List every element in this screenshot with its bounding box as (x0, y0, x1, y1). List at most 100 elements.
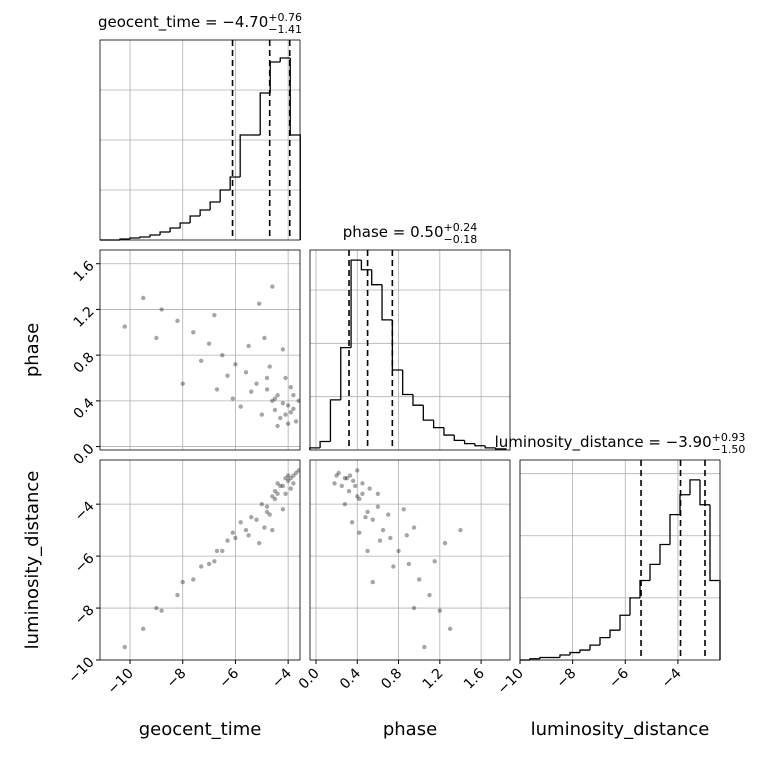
sample-point (291, 473, 296, 478)
x-tick-label: 0.4 (337, 665, 364, 692)
histogram-bin (189, 215, 201, 223)
histogram-bin (453, 435, 465, 442)
panel-title: luminosity_distance = −3.90+0.93 −1.50 (495, 431, 746, 456)
histogram-bin (659, 543, 670, 565)
sample-point (259, 501, 264, 507)
panel (96, 249, 301, 451)
sample-point (122, 324, 127, 329)
histogram-bin (269, 61, 281, 93)
sample-point (264, 375, 270, 381)
sample-point (391, 564, 396, 569)
sample-point (283, 475, 288, 481)
sample-point (380, 527, 386, 533)
sample-point (225, 373, 230, 378)
histogram-bin (474, 443, 486, 447)
x-tick-label: −8 (554, 666, 580, 692)
sample-point (349, 520, 355, 525)
histogram-bin (179, 222, 191, 228)
scatter (122, 284, 300, 429)
sample-point (191, 577, 196, 582)
histogram-bin (391, 319, 403, 371)
sample-point (249, 514, 254, 520)
histogram-bin (329, 399, 341, 442)
sample-point (175, 592, 180, 598)
panel (99, 39, 301, 241)
histogram-bin (159, 231, 171, 235)
histogram-bin (219, 189, 231, 202)
title-main: geocent_time = −4.70 (98, 13, 268, 32)
x-tick-label: −10 (105, 666, 137, 698)
sample-point (404, 533, 410, 538)
sample-point (272, 496, 278, 502)
histogram-bin (239, 134, 251, 177)
title-main: luminosity_distance = −3.90 (495, 433, 712, 452)
sample-point (180, 381, 185, 386)
histogram-bin (319, 440, 331, 448)
sample-point (427, 592, 432, 598)
panel-frame (99, 249, 301, 451)
histogram-bin (629, 597, 640, 616)
sample-point (339, 483, 344, 489)
sample-point (256, 301, 262, 306)
sample-point (254, 381, 259, 386)
sample-point (411, 605, 417, 611)
sample-point (293, 419, 299, 424)
x-tick-label: −4 (269, 665, 295, 691)
sample-point (230, 396, 236, 401)
sample-point (388, 535, 393, 541)
histogram-bin (463, 440, 475, 445)
sample-point (447, 626, 453, 632)
sample-point (275, 423, 280, 429)
sample-point (233, 535, 238, 541)
sample-point (377, 538, 383, 543)
y-tick-label: 1.2 (71, 304, 98, 331)
title-sup: +0.76 (268, 11, 302, 24)
sample-point (278, 415, 283, 421)
sample-point (275, 392, 280, 398)
histogram-bin (209, 201, 221, 210)
sample-point (246, 343, 251, 349)
sample-point (264, 504, 270, 509)
sample-point (365, 509, 370, 515)
sample-point (285, 473, 291, 478)
x-tick-label: −10 (495, 666, 527, 698)
title-sub: −0.18 (444, 233, 478, 246)
y-tick-label: −6 (72, 550, 98, 576)
sample-point (353, 483, 358, 489)
sample-point (243, 527, 249, 533)
y-tick-label: −8 (72, 602, 98, 628)
histogram-bin (371, 269, 383, 286)
sample-point (191, 330, 196, 335)
sample-point (259, 412, 264, 417)
histogram-bin (559, 654, 570, 658)
histogram-bin (279, 57, 291, 62)
sample-point (254, 517, 259, 522)
histogram-bin (259, 92, 271, 135)
histogram-bin (412, 394, 424, 406)
sample-point (296, 468, 300, 473)
sample-point (272, 488, 278, 494)
y-axis-label: luminosity_distance (22, 471, 43, 650)
sample-point (233, 362, 238, 367)
sample-point (280, 507, 286, 512)
sample-point (401, 507, 406, 512)
histogram-bin (609, 629, 620, 638)
sample-point (344, 475, 350, 481)
sample-point (350, 478, 356, 483)
sample-point (336, 470, 341, 476)
sample-point (288, 486, 293, 491)
histogram-bin (639, 579, 650, 598)
histogram-bin (199, 209, 211, 216)
sample-point (363, 514, 368, 520)
panel-frame (99, 39, 301, 241)
sample-point (293, 470, 299, 476)
sample-point (256, 540, 262, 546)
sample-point (367, 486, 372, 491)
histogram-bin (569, 651, 580, 656)
histogram-bin (129, 237, 141, 239)
sample-point (275, 491, 280, 496)
sample-point (285, 478, 291, 483)
histogram-bin (669, 514, 680, 545)
sample-point (270, 494, 275, 499)
title-sub: −1.41 (268, 23, 302, 36)
